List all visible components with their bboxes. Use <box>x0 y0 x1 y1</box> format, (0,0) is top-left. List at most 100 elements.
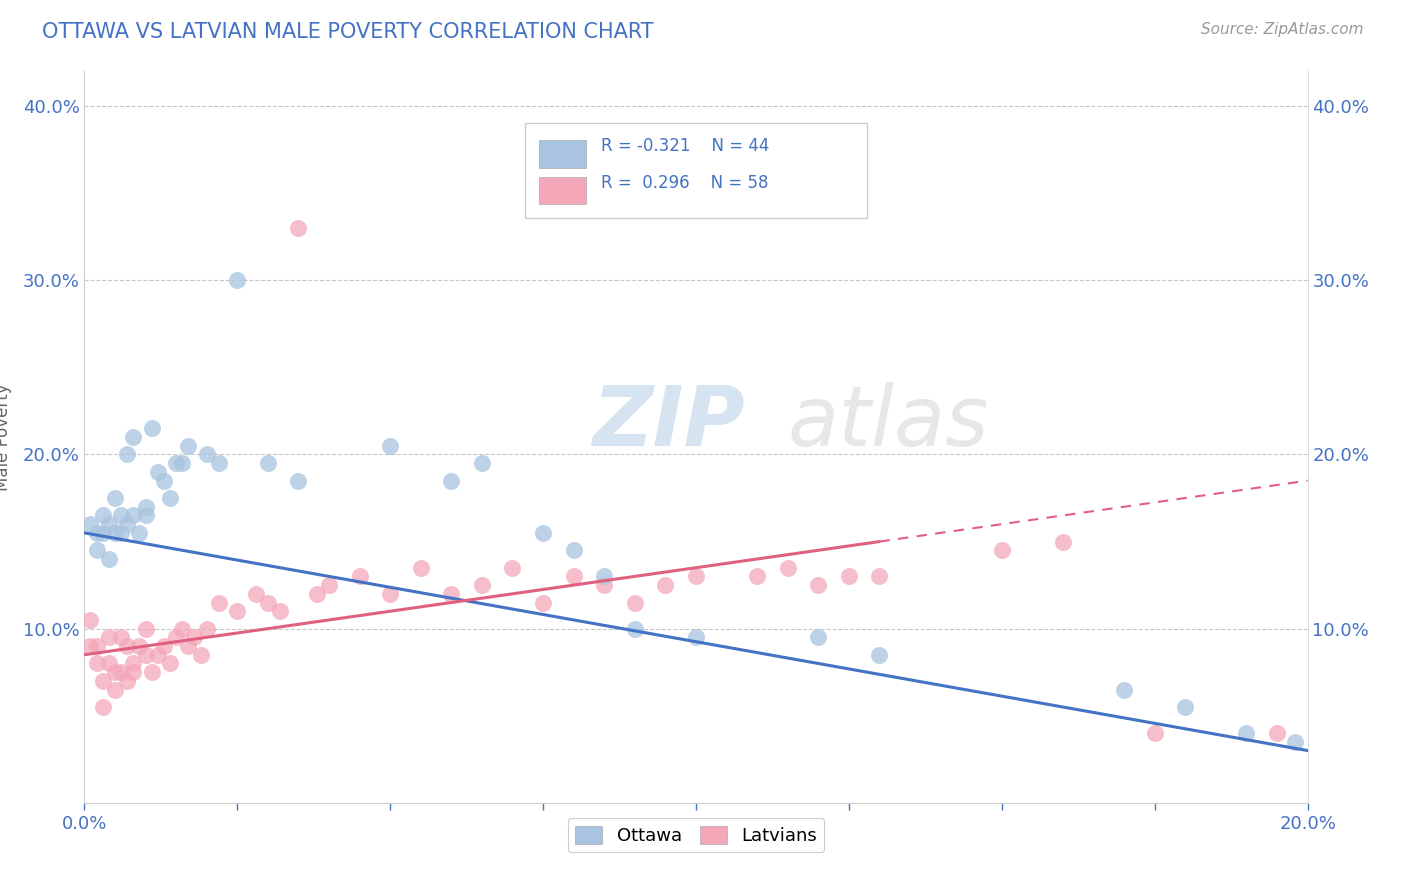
Point <box>91 525 114 540</box>
Point <box>257 456 280 470</box>
Point <box>287 221 309 235</box>
Point <box>869 648 891 662</box>
Point <box>128 525 150 540</box>
Point <box>440 474 463 488</box>
Point <box>172 456 194 470</box>
Point <box>807 631 830 645</box>
Point <box>1265 726 1288 740</box>
Point <box>141 421 163 435</box>
Point <box>91 508 114 523</box>
Point <box>115 517 138 532</box>
Point <box>195 448 218 462</box>
Point <box>110 631 132 645</box>
Point <box>79 613 101 627</box>
Point <box>531 595 554 609</box>
Point <box>562 569 585 583</box>
Point <box>135 622 157 636</box>
Text: OTTAWA VS LATVIAN MALE POVERTY CORRELATION CHART: OTTAWA VS LATVIAN MALE POVERTY CORRELATI… <box>42 22 654 42</box>
Point <box>1143 726 1166 740</box>
Point <box>165 631 187 645</box>
Point <box>869 569 891 583</box>
Point <box>349 569 371 583</box>
Point <box>807 578 830 592</box>
Text: R =  0.296    N = 58: R = 0.296 N = 58 <box>600 174 768 192</box>
Point <box>380 439 402 453</box>
Legend: Ottawa, Latvians: Ottawa, Latvians <box>568 819 824 852</box>
Point <box>177 439 200 453</box>
Point <box>97 552 120 566</box>
Point <box>79 639 101 653</box>
Point <box>776 560 799 574</box>
Point <box>1174 700 1197 714</box>
Point <box>128 639 150 653</box>
Point <box>624 595 647 609</box>
Point <box>172 622 194 636</box>
Point <box>440 587 463 601</box>
Point <box>86 657 108 671</box>
Point <box>153 474 176 488</box>
Point <box>1236 726 1258 740</box>
Point <box>165 456 187 470</box>
Point <box>104 682 127 697</box>
Point <box>115 448 138 462</box>
Point <box>104 525 127 540</box>
Bar <box>540 177 586 204</box>
Point <box>195 622 218 636</box>
Point <box>502 560 524 574</box>
Text: Source: ZipAtlas.com: Source: ZipAtlas.com <box>1201 22 1364 37</box>
Point <box>409 560 432 574</box>
Point <box>269 604 291 618</box>
Point <box>141 665 163 680</box>
Point <box>305 587 328 601</box>
Point <box>135 500 157 514</box>
Point <box>1114 682 1136 697</box>
Text: ZIP: ZIP <box>592 382 745 463</box>
Point <box>135 648 157 662</box>
Text: R = -0.321    N = 44: R = -0.321 N = 44 <box>600 137 769 155</box>
Point <box>531 525 554 540</box>
Point <box>97 631 120 645</box>
Point <box>135 508 157 523</box>
Point <box>86 543 108 558</box>
Point <box>747 569 769 583</box>
Y-axis label: Male Poverty: Male Poverty <box>0 384 11 491</box>
Point <box>97 517 120 532</box>
Point <box>122 430 145 444</box>
Point <box>562 543 585 558</box>
Point <box>190 648 212 662</box>
Point <box>226 604 249 618</box>
Point <box>159 657 181 671</box>
Point <box>991 543 1014 558</box>
Point <box>685 631 707 645</box>
Point <box>177 639 200 653</box>
Point <box>159 491 181 505</box>
FancyBboxPatch shape <box>524 122 868 218</box>
Point <box>122 508 145 523</box>
Point <box>685 569 707 583</box>
Bar <box>540 140 586 168</box>
Point <box>104 665 127 680</box>
Point <box>245 587 267 601</box>
Point <box>208 456 231 470</box>
Point <box>318 578 340 592</box>
Point <box>838 569 860 583</box>
Point <box>471 456 494 470</box>
Point <box>380 587 402 601</box>
Point <box>110 665 132 680</box>
Point <box>115 673 138 688</box>
Point <box>91 700 114 714</box>
Point <box>1052 534 1074 549</box>
Text: atlas: atlas <box>787 382 990 463</box>
Point <box>91 673 114 688</box>
Point <box>110 525 132 540</box>
Point <box>86 525 108 540</box>
Point <box>593 578 616 592</box>
Point <box>471 578 494 592</box>
Point <box>122 665 145 680</box>
Point <box>146 648 169 662</box>
Point <box>110 508 132 523</box>
Point <box>208 595 231 609</box>
Point <box>86 639 108 653</box>
Point <box>654 578 676 592</box>
Point <box>146 465 169 479</box>
